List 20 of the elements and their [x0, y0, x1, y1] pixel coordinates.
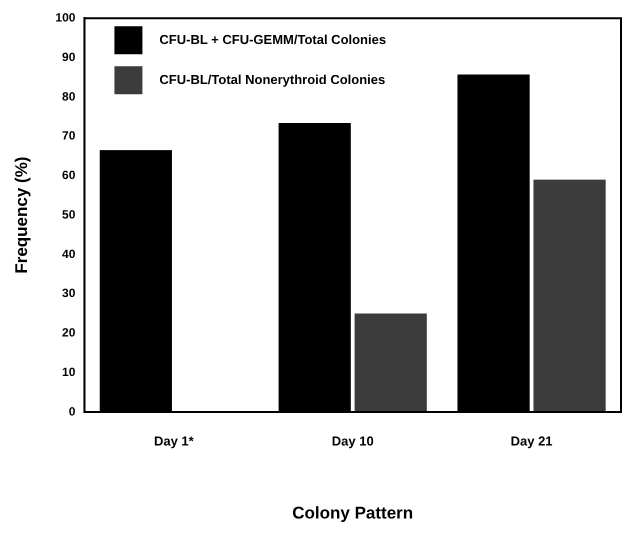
legend-label: CFU-BL + CFU-GEMM/Total Colonies	[159, 32, 386, 47]
y-tick-label: 70	[62, 128, 76, 143]
y-tick-label: 10	[62, 364, 76, 379]
y-tick-label: 50	[62, 207, 76, 222]
y-tick-label: 0	[68, 404, 76, 418]
y-tick-label: 80	[62, 89, 76, 104]
x-axis-title: Colony Pattern	[292, 503, 414, 522]
y-axis-title: Frequency (%)	[12, 156, 31, 274]
y-tick-label: 100	[55, 10, 76, 25]
y-tick-label: 90	[62, 50, 76, 64]
x-tick-label: Day 10	[332, 433, 374, 448]
bar	[354, 314, 427, 412]
bar	[533, 180, 606, 412]
x-tick-label: Day 21	[510, 433, 553, 448]
legend-label: CFU-BL/Total Nonerythroid Colonies	[159, 72, 386, 87]
y-tick-label: 20	[62, 326, 76, 340]
y-tick-label: 30	[62, 286, 76, 300]
x-tick-label: Day 1*	[154, 433, 195, 448]
y-tick-label: 40	[62, 246, 76, 261]
y-tick-label: 60	[62, 168, 76, 182]
